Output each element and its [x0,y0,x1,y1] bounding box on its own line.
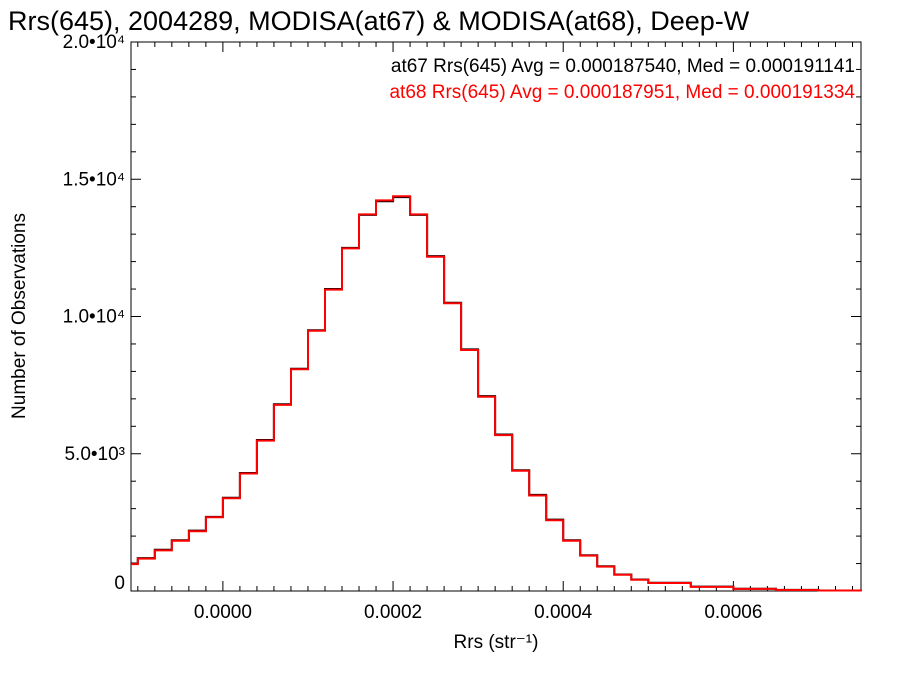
plot-frame [130,41,862,592]
y-tick-label: 5.0•10³ [64,444,125,465]
y-tick-label: 0 [114,573,125,594]
x-tick-label: 0.0006 [704,602,762,623]
x-tick-label: 0.0000 [194,602,252,623]
x-axis-label: Rrs (str⁻¹) [454,632,539,653]
series-at67-stats: at67 Rrs(645) Avg = 0.000187540, Med = 0… [391,56,855,77]
y-tick-label: 1.0•10⁴ [63,307,125,328]
y-tick-label: 1.5•10⁴ [63,169,125,190]
series-layer [131,195,862,592]
series-at68-stats: at68 Rrs(645) Avg = 0.000187951, Med = 0… [389,82,855,103]
x-tick-label: 0.0002 [364,602,422,623]
y-tick-label: 2.0•10⁴ [63,32,125,53]
series-at67-line [131,196,862,592]
series-at68-line [131,195,862,592]
y-axis-ticks: 0 5.0•10³ 1.0•10⁴ 1.5•10⁴ 2.0•10⁴ [63,32,861,594]
x-axis-ticks: 0.0000 0.0002 0.0004 0.0006 [137,42,853,623]
y-axis-label: Number of Observations [9,213,30,419]
chart-title: Rrs(645), 2004289, MODISA(at67) & MODISA… [8,6,750,36]
x-tick-label: 0.0004 [534,602,593,623]
